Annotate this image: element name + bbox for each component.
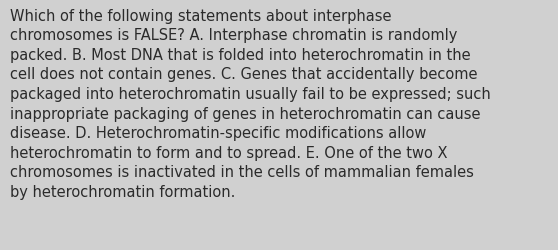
Text: Which of the following statements about interphase
chromosomes is FALSE? A. Inte: Which of the following statements about … [10,9,491,199]
